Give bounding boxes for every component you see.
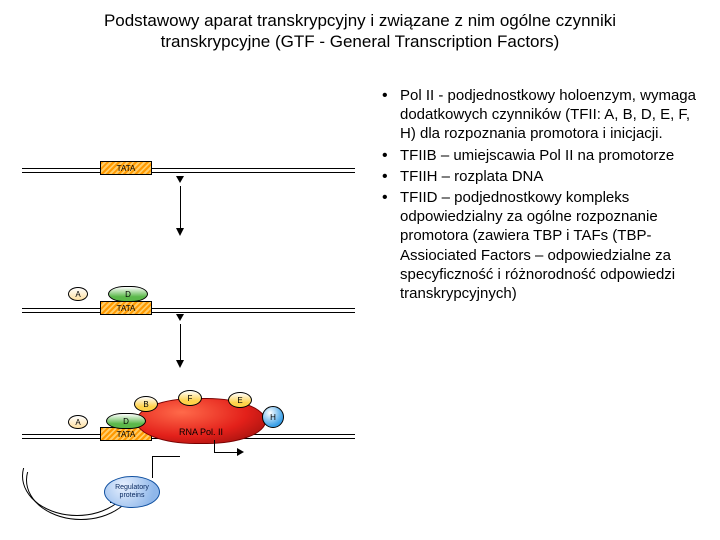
dna-line	[22, 312, 355, 313]
leader-line	[152, 456, 180, 457]
reg-label: proteins	[120, 492, 145, 500]
regulatory-proteins-icon: Regulatory proteins	[104, 476, 160, 508]
tfiia-icon: A	[68, 287, 88, 301]
tfiib-icon: B	[134, 396, 158, 412]
tfiif-icon: F	[178, 390, 202, 406]
tata-box: TATA	[100, 301, 152, 315]
dna-line	[22, 308, 355, 309]
arrow-head-icon	[176, 360, 184, 368]
tfiid-icon: D	[108, 286, 148, 302]
tss-arrow-icon	[214, 440, 215, 452]
bullet-item: Pol II - podjednostkowy holoenzym, wymag…	[382, 86, 702, 144]
slide-title: Podstawowy aparat transkrypcyjny i związ…	[60, 10, 660, 53]
bullet-item: TFIIB – umiejscawia Pol II na promotorze	[382, 146, 702, 165]
tfiie-icon: E	[228, 392, 252, 408]
bullet-item: TFIIH – rozplata DNA	[382, 167, 702, 186]
leader-line	[152, 456, 153, 478]
tss-arrow-icon	[214, 452, 238, 453]
tss-arrow-head-icon	[237, 448, 244, 456]
bullet-item: TFIID – podjednostkowy kompleks odpowied…	[382, 188, 702, 303]
tfiih-icon: H	[262, 406, 284, 428]
bullet-list: Pol II - podjednostkowy holoenzym, wymag…	[382, 86, 702, 305]
transcription-diagram: TATA TATA A D TATA RNA Pol. II A D B F E…	[0, 100, 380, 520]
dna-line	[22, 172, 355, 173]
tfiid-icon: D	[106, 413, 146, 429]
dna-line	[22, 168, 355, 169]
arrow-head-icon	[176, 228, 184, 236]
tfiia-icon: A	[68, 415, 88, 429]
reg-label: Regulatory	[115, 484, 149, 492]
tata-box: TATA	[100, 161, 152, 175]
